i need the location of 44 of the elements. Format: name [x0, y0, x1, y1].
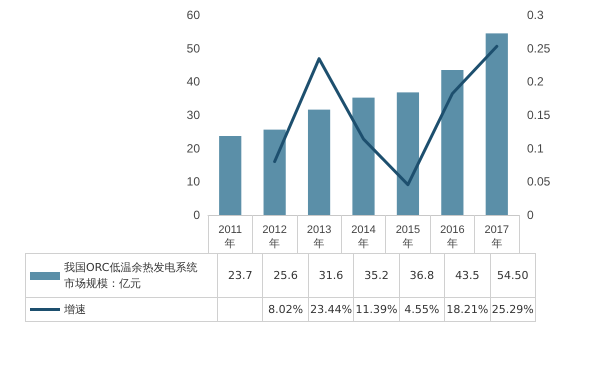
y2-tick-label: 0.15 [527, 108, 551, 122]
data-label: 23.44% [310, 303, 352, 316]
x-tick-label: 2016年 [440, 224, 465, 250]
y-tick-label: 20 [186, 141, 200, 156]
x-tick-label: 2013年 [306, 224, 332, 250]
line-series [273, 44, 498, 186]
data-label: 23.7 [228, 269, 252, 282]
x-tick-label: 2015年 [396, 224, 420, 250]
y-tick-label: 0 [193, 208, 200, 222]
bar [264, 130, 286, 215]
bar [308, 110, 330, 215]
y2-tick-label: 0.2 [527, 74, 544, 89]
y-tick-label: 10 [186, 174, 200, 189]
data-label: 25.6 [273, 269, 298, 282]
data-label: 36.8 [410, 269, 434, 282]
data-label: 43.5 [455, 269, 480, 282]
y-tick-label: 30 [186, 108, 200, 122]
y2-tick-label: 0.05 [527, 174, 551, 189]
bar [486, 33, 508, 215]
data-label: 25.29% [492, 303, 534, 316]
data-label: 8.02% [268, 303, 304, 316]
bar [396, 92, 420, 215]
x-tick-label: 2014年 [351, 224, 376, 250]
y2-tick-label: 0.3 [527, 8, 544, 22]
y-tick-label: 60 [186, 8, 200, 22]
x-tick-label: 2012年 [262, 224, 287, 250]
x-tick-label: 2011年 [218, 224, 242, 250]
bar [441, 70, 464, 215]
y2-tick-label: 0.1 [527, 141, 544, 156]
legend-label: 我国ORC低温余热发电系统市场规模：亿元 [64, 260, 198, 292]
data-label: 4.55% [404, 303, 440, 316]
bar [219, 136, 242, 215]
data-label: 54.50 [496, 269, 528, 282]
y2-tick-label: 0.25 [527, 41, 551, 56]
data-label: 18.21% [446, 303, 488, 316]
y2-tick-label: 0 [527, 208, 534, 222]
data-label: 31.6 [318, 269, 344, 282]
data-label: 35.2 [364, 269, 389, 282]
data-label: 11.39% [356, 303, 398, 316]
bar [352, 98, 375, 215]
y-tick-label: 50 [186, 41, 200, 56]
y-tick-label: 40 [186, 74, 200, 89]
legend-label: 增速 [64, 302, 87, 318]
x-tick-label: 2017年 [484, 224, 510, 250]
